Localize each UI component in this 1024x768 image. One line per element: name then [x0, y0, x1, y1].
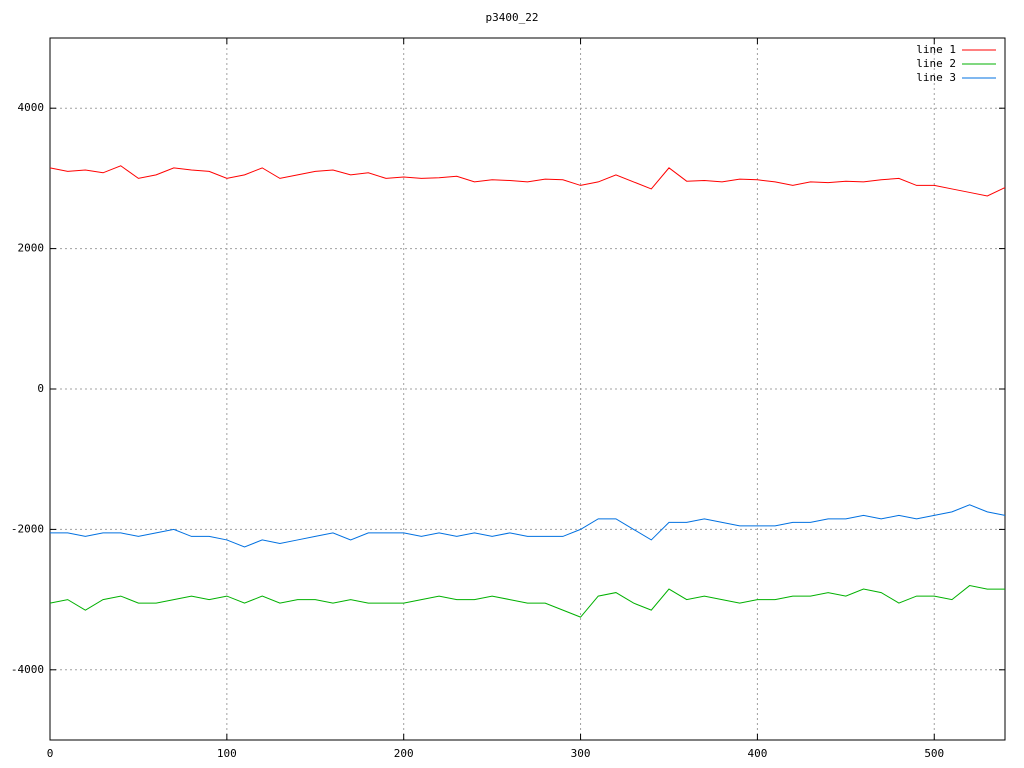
- x-tick-label: 300: [571, 747, 591, 760]
- x-tick-label: 0: [47, 747, 54, 760]
- series-line: [50, 504, 1006, 548]
- x-tick-label: 500: [924, 747, 944, 760]
- chart-title: p3400_22: [486, 11, 539, 24]
- y-tick-label: 2000: [18, 242, 45, 255]
- plot-border: [49, 37, 1006, 741]
- x-tick-label: 400: [747, 747, 767, 760]
- legend-label: line 1: [916, 43, 956, 56]
- legend-label: line 2: [916, 57, 956, 70]
- legend-label: line 3: [916, 71, 956, 84]
- y-tick-label: 4000: [18, 101, 45, 114]
- y-tick-label: -2000: [11, 522, 44, 535]
- x-tick-label: 200: [394, 747, 414, 760]
- y-tick-label: 0: [37, 382, 44, 395]
- y-tick-label: -4000: [11, 663, 44, 676]
- series-line: [49, 585, 1005, 618]
- x-tick-label: 100: [217, 747, 237, 760]
- series-line: [49, 165, 1006, 197]
